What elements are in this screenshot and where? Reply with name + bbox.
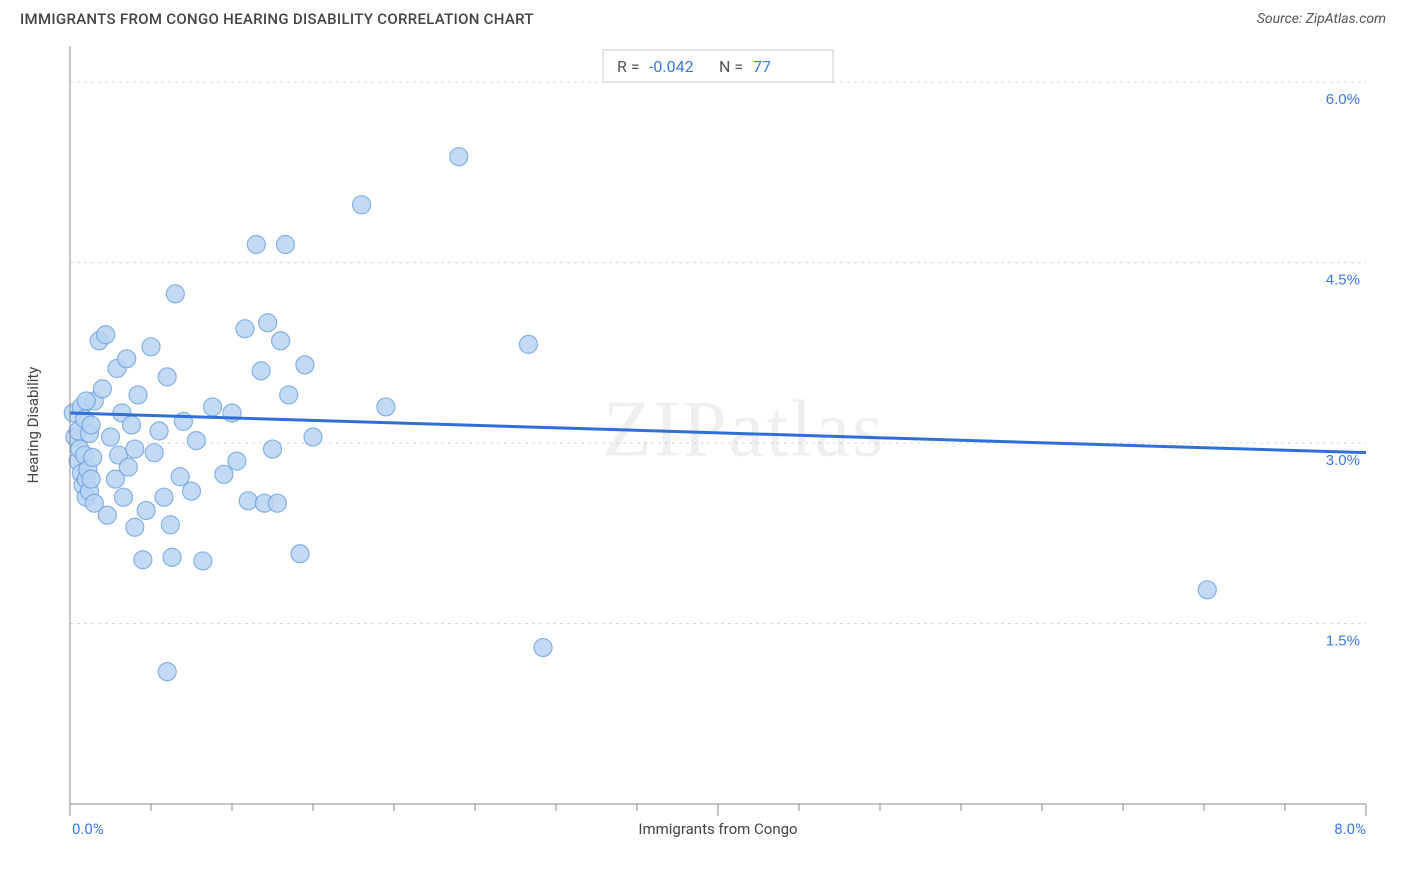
svg-text:R =: R = xyxy=(617,57,640,76)
scatter-chart: 1.5%3.0%4.5%6.0%ZIPatlasImmigrants from … xyxy=(20,34,1386,844)
svg-text:8.0%: 8.0% xyxy=(1334,820,1366,838)
svg-text:4.5%: 4.5% xyxy=(1326,272,1360,289)
svg-text:N =: N = xyxy=(719,57,743,76)
svg-text:6.0%: 6.0% xyxy=(1326,91,1360,108)
svg-text:77: 77 xyxy=(753,57,771,76)
chart-container: 1.5%3.0%4.5%6.0%ZIPatlasImmigrants from … xyxy=(20,34,1386,844)
svg-text:0.0%: 0.0% xyxy=(72,820,104,838)
source-attribution: Source: ZipAtlas.com xyxy=(1257,11,1386,27)
svg-text:3.0%: 3.0% xyxy=(1326,452,1360,469)
svg-text:-0.042: -0.042 xyxy=(649,57,694,76)
chart-title: IMMIGRANTS FROM CONGO HEARING DISABILITY… xyxy=(20,10,534,28)
svg-text:1.5%: 1.5% xyxy=(1326,633,1360,650)
svg-text:Immigrants from Congo: Immigrants from Congo xyxy=(638,820,797,838)
svg-text:Hearing Disability: Hearing Disability xyxy=(24,367,42,484)
